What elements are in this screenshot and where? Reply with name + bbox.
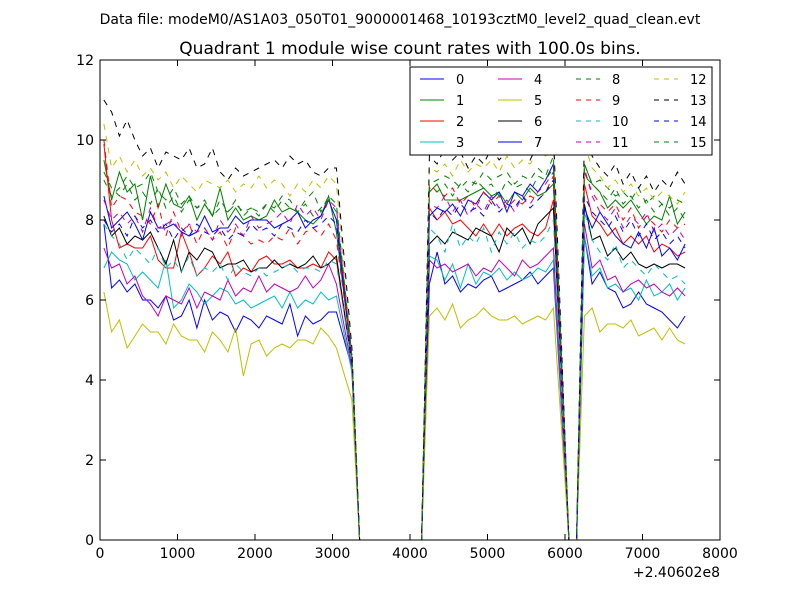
y-tick-label: 2 [85,453,94,469]
x-tick-label: 7000 [625,546,661,562]
legend-label-6: 6 [534,115,542,130]
series-line-9 [103,139,686,540]
series-line-4 [103,223,686,540]
series-line-8 [103,155,686,540]
y-tick-label: 4 [85,373,94,389]
x-offset-label: +2.40602e8 [633,565,720,581]
series-line-11 [103,167,686,540]
y-tick-label: 12 [76,53,94,69]
series-line-15 [103,163,686,540]
series-line-7 [103,163,686,540]
legend-label-15: 15 [690,136,707,151]
legend-label-13: 13 [690,94,707,109]
series-line-0 [103,223,686,540]
series-line-2 [103,143,686,540]
x-tick-label: 3000 [315,546,351,562]
series-line-6 [103,203,686,540]
y-tick-label: 10 [76,133,94,149]
x-tick-label: 5000 [470,546,506,562]
x-tick-label: 1000 [160,546,196,562]
x-tick-label: 2000 [237,546,273,562]
legend-label-7: 7 [534,136,542,151]
series-line-10 [103,211,686,540]
series-line-14 [103,178,686,540]
legend-label-4: 4 [534,73,542,88]
legend-label-12: 12 [690,73,707,88]
series-line-13 [103,99,686,540]
legend-label-3: 3 [456,136,464,151]
legend-label-2: 2 [456,115,464,130]
axes: 0 1000 2000 3000 4000 5000 6000 7000 80000246810… [76,53,738,562]
x-tick-label: 6000 [547,546,583,562]
legend-label-5: 5 [534,94,542,109]
x-tick-label: 0 [96,546,105,562]
series-line-12 [103,123,686,540]
legend-label-8: 8 [612,73,620,88]
chart-title: Quadrant 1 module wise count rates with … [179,39,640,59]
x-tick-label: 8000 [702,546,738,562]
legend-box [409,66,713,156]
y-tick-label: 8 [85,213,94,229]
series-line-3 [103,235,686,540]
series-line-5 [103,291,686,540]
legend-label-1: 1 [456,94,464,109]
legend-label-10: 10 [612,115,629,130]
legend-label-0: 0 [456,73,464,88]
plot-area [103,98,686,540]
x-tick-label: 4000 [392,546,428,562]
figure-suptitle: Data file: modeM0/AS1A03_050T01_90000014… [100,12,701,28]
y-tick-label: 6 [85,293,94,309]
legend-label-14: 14 [690,115,707,130]
y-tick-label: 0 [85,533,94,549]
legend-label-9: 9 [612,94,620,109]
legend-label-11: 11 [612,136,629,151]
